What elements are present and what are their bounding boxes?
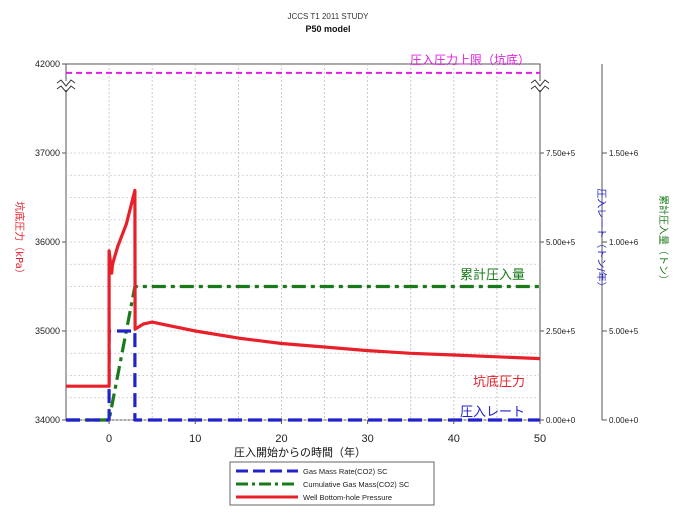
chart-title: JCCS T1 2011 STUDY	[287, 12, 369, 21]
y-left-tick-labels: 34000 35000 36000 37000 42000	[35, 59, 66, 425]
y-right2-tick-label: 1.50e+6	[609, 149, 639, 158]
annotation-bottomhole: 坑底圧力	[473, 374, 525, 390]
annotation-cumulative: 累計圧入量	[460, 267, 525, 283]
chart-subtitle: P50 model	[305, 24, 350, 34]
series-line-rate	[66, 329, 540, 422]
y-left-tick-label: 36000	[35, 237, 60, 247]
y-right1-tick-label: 5.00e+5	[546, 238, 576, 247]
y-left-tick-label: 35000	[35, 326, 60, 336]
legend-label-rate: Gas Mass Rate(CO2) SC	[303, 467, 388, 476]
x-tick-label: 40	[448, 433, 460, 445]
x-tick-label: 20	[275, 433, 287, 445]
axis-break-mark	[530, 85, 550, 93]
legend-label-cumulative: Cumulative Gas Mass(CO2) SC	[303, 480, 410, 489]
y-right1-tick-label: 0.00e+0	[546, 416, 576, 425]
annotation-pressure-limit: 圧入圧力上限（坑底）	[410, 52, 530, 67]
x-tick-label: 10	[189, 433, 201, 445]
axis-break-marks	[56, 79, 550, 93]
y-right2-tick-label: 0.00e+0	[609, 416, 639, 425]
y-right2-tick-label: 1.00e+6	[609, 238, 639, 247]
y-right1-tick-label: 2.50e+5	[546, 327, 576, 336]
axis-break-mark	[530, 79, 550, 87]
x-tick-label: 0	[106, 433, 112, 445]
x-axis-label: 圧入開始からの時間（年）	[234, 445, 366, 459]
y-right2-axis-label: 累計圧入量（トン）	[657, 195, 670, 285]
x-tick-label: 30	[362, 433, 374, 445]
y-left-tick-label: 42000	[35, 59, 60, 69]
legend-label-pressure: Well Bottom-hole Pressure	[303, 493, 392, 502]
y-right1-tick-labels: 0.00e+0 2.50e+5 5.00e+5 7.50e+5	[540, 149, 576, 425]
axis-break-mark	[56, 79, 76, 87]
legend: Gas Mass Rate(CO2) SC Cumulative Gas Mas…	[229, 461, 435, 506]
y-right1-tick-label: 7.50e+5	[546, 149, 576, 158]
y-left-tick-label: 34000	[35, 415, 60, 425]
axis-break-mark	[56, 85, 76, 93]
y-left-axis-label: 坑底圧力（kPa）	[13, 201, 26, 279]
x-tick-label: 50	[534, 433, 546, 445]
y-right2-tick-labels: 0.00e+0 5.00e+5 1.00e+6 1.50e+6	[602, 149, 639, 425]
y-right1-axis-label: 圧入レート（トン/年）	[595, 188, 608, 291]
annotation-rate: 圧入レート	[460, 405, 525, 420]
y-left-tick-label: 37000	[35, 148, 60, 158]
x-tick-labels: 0 10 20 30 40 50	[106, 420, 546, 445]
y-right2-tick-label: 5.00e+5	[609, 327, 639, 336]
series-group	[66, 71, 541, 422]
series-line-pressure	[66, 188, 541, 388]
